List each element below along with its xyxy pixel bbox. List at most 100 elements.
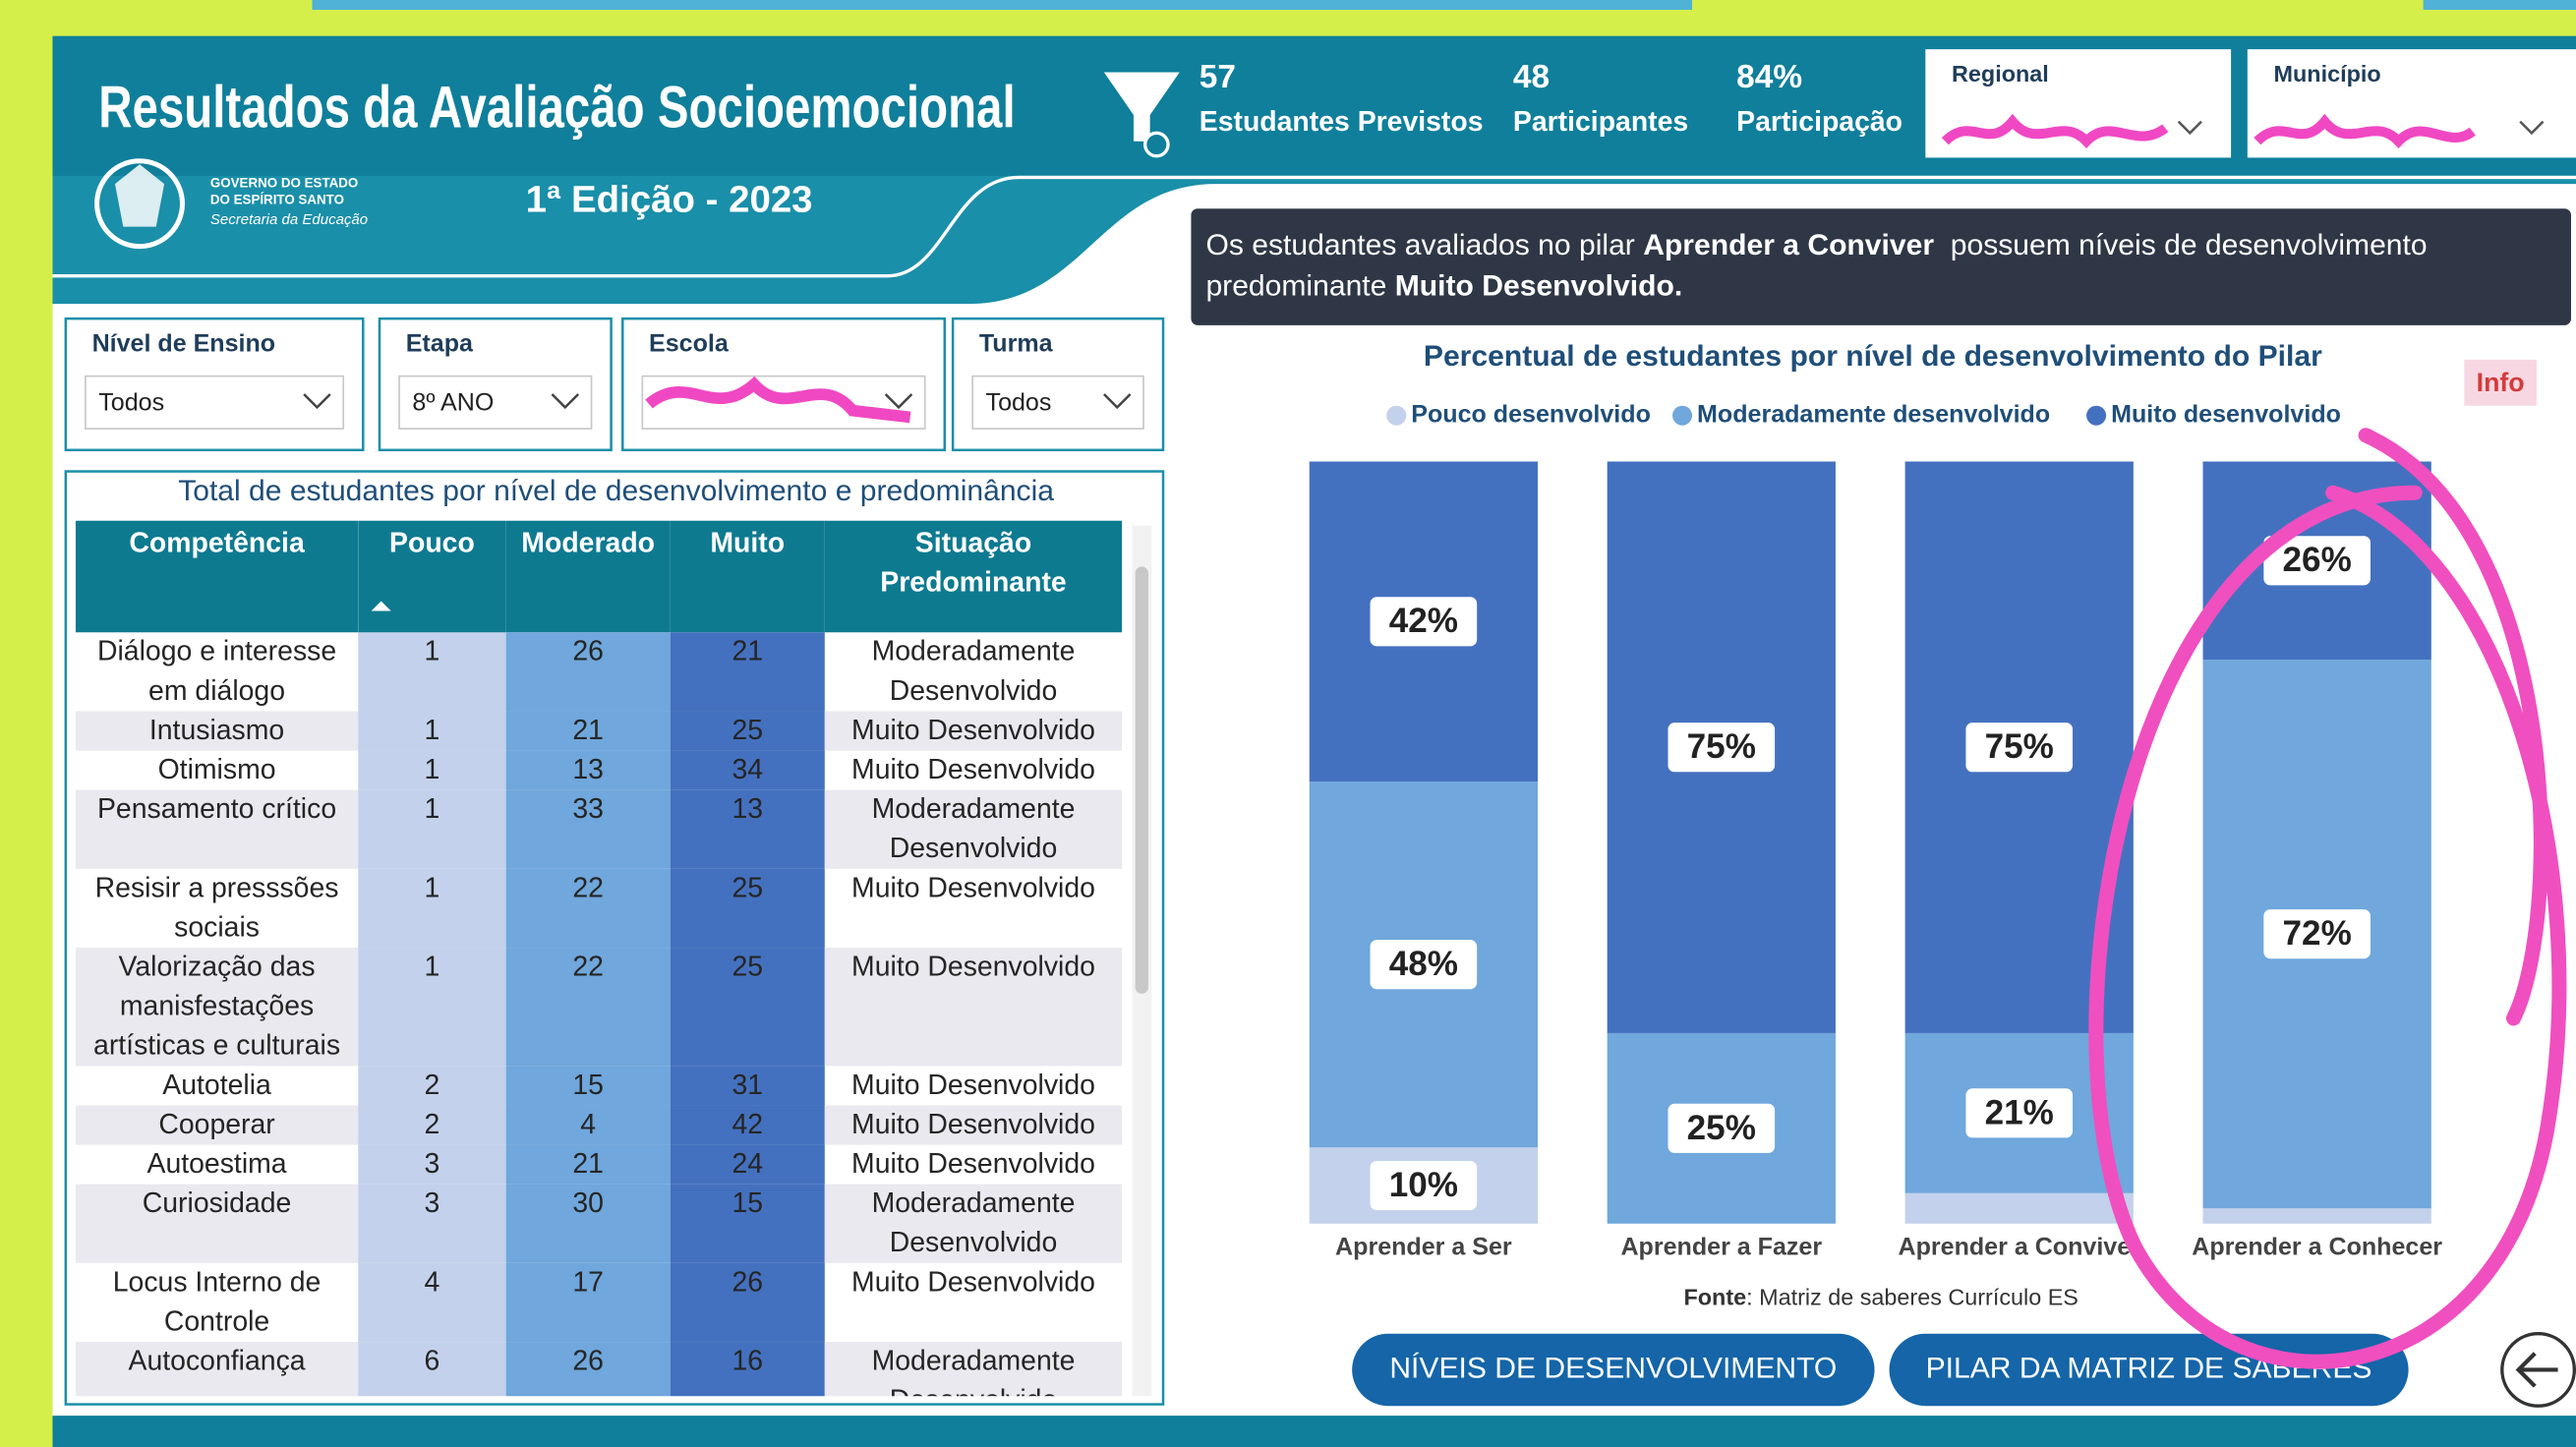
filter[interactable]: Escola [622, 318, 945, 450]
top-strip [2424, 0, 2576, 10]
legend-marker [1386, 406, 1406, 426]
scrollbar-thumb[interactable] [1136, 566, 1148, 993]
filter[interactable]: Nível de Ensino Todos [66, 318, 363, 450]
logo-text: GOVERNO DO ESTADO [210, 176, 358, 191]
table-row: Curiosidade33015Moderadamente Desenvolvi… [76, 1185, 1122, 1263]
filter-label: Escola [649, 329, 730, 357]
table-cell: 25 [671, 869, 825, 948]
table-cell: Muito Desenvolvido [825, 711, 1122, 750]
table-cell: Intusiasmo [76, 711, 358, 750]
column-header: Competência [76, 521, 358, 633]
filter-label: Etapa [406, 329, 474, 357]
logo-text: Secretaria da Educação [210, 211, 368, 228]
info-badge[interactable]: Info [2477, 368, 2525, 397]
kpi-value: 57 [1200, 59, 1236, 95]
x-tick-label: Aprender a Conhecer [2192, 1233, 2442, 1260]
table-cell: 22 [506, 869, 671, 948]
table-cell: Autotelia [76, 1066, 358, 1105]
page: Resultados da Avaliação Socioemocional 1… [0, 0, 2576, 1447]
filter-icon-badge [1145, 133, 1168, 155]
info-part: Aprender a Conviver [1643, 228, 1934, 260]
column-header: Muito [671, 521, 825, 633]
dashboard: Resultados da Avaliação Socioemocional 1… [0, 0, 2576, 1447]
table-cell: 30 [506, 1185, 671, 1263]
data-label: 48% [1389, 945, 1458, 983]
logo-text: DO ESPÍRITO SANTO [210, 192, 344, 206]
table-row: Intusiasmo12125Muito Desenvolvido [76, 711, 1122, 750]
nav-button[interactable]: NÍVEIS DE DESENVOLVIMENTO [1352, 1334, 1874, 1407]
table-cell: 15 [506, 1066, 671, 1105]
table-cell: Otimismo [76, 751, 358, 790]
data-label: 26% [2283, 541, 2352, 579]
table-cell: 3 [358, 1185, 505, 1263]
table-cell: Valorização das manisfestações artística… [76, 948, 358, 1066]
source-text: : Matriz de saberes Currículo ES [1746, 1285, 2078, 1310]
table-cell: 1 [358, 632, 505, 711]
edition: 1ª Edição - 2023 [526, 179, 813, 221]
header-row: CompetênciaPoucoModeradoMuitoSituação Pr… [76, 521, 1122, 633]
table-row: Autotelia21531Muito Desenvolvido [76, 1066, 1122, 1105]
data-label: 75% [1985, 727, 2054, 766]
table-cell: Muito Desenvolvido [825, 1145, 1122, 1185]
slicer[interactable]: Município [2248, 49, 2576, 157]
table-cell: Curiosidade [76, 1185, 358, 1263]
column-header: Pouco [358, 521, 505, 633]
table-cell: 25 [671, 948, 825, 1066]
column-header: Moderado [506, 521, 671, 633]
button-label[interactable]: NÍVEIS DE DESENVOLVIMENTO [1389, 1352, 1837, 1384]
nav-button[interactable]: PILAR DA MATRIZ DE SABERES [1890, 1334, 2409, 1407]
filter[interactable]: Turma Todos [953, 318, 1163, 450]
table-row: Resisir a presssões sociais12225Muito De… [76, 869, 1122, 948]
table-cell: Diálogo e interesse em diálogo [76, 632, 358, 711]
slicer-label: Município [2274, 61, 2381, 87]
bar-segment [1905, 1193, 2134, 1224]
data-label: 25% [1687, 1109, 1756, 1147]
filter-value: Todos [98, 389, 164, 417]
slicer[interactable]: Regional [1925, 49, 2231, 157]
x-tick-label: Aprender a Conviver [1899, 1233, 2141, 1260]
filter-label: Turma [979, 329, 1054, 357]
back-button[interactable] [2502, 1334, 2575, 1407]
info-part: Os estudantes avaliados no pilar [1205, 228, 1643, 260]
table-cell: 1 [358, 751, 505, 790]
legend-label: Muito desenvolvido [2111, 400, 2341, 428]
table-cell: 3 [358, 1145, 505, 1185]
bar-segment [2203, 1208, 2431, 1224]
table-cell: Muito Desenvolvido [825, 1105, 1122, 1144]
table-cell: 1 [358, 948, 505, 1066]
table-row: Valorização das manisfestações artística… [76, 948, 1122, 1066]
table-title: Total de estudantes por nível de desenvo… [178, 475, 1054, 507]
legend-marker [1672, 406, 1692, 426]
info-part: Muito Desenvolvido. [1395, 269, 1682, 302]
data-label: 10% [1389, 1166, 1458, 1204]
top-strip [312, 0, 1692, 10]
slicer-label: Regional [1952, 61, 2049, 87]
table-cell: 4 [358, 1263, 505, 1342]
table-cell: Muito Desenvolvido [825, 1263, 1122, 1342]
table-cell: 21 [506, 711, 671, 750]
table-cell: Autoestima [76, 1145, 358, 1185]
table-cell: 26 [506, 1342, 671, 1396]
table-cell: Moderadamente Desenvolvido [825, 632, 1122, 711]
filter-label: Nível de Ensino [92, 329, 276, 357]
table-cell: 2 [358, 1105, 505, 1144]
table-cell: 26 [506, 632, 671, 711]
data-label: 75% [1687, 727, 1756, 766]
table-cell: 26 [671, 1263, 825, 1342]
table-cell: 1 [358, 711, 505, 750]
table-cell: Muito Desenvolvido [825, 869, 1122, 948]
table-cell: 21 [671, 632, 825, 711]
table-cell: 13 [506, 751, 671, 790]
legend-label: Pouco desenvolvido [1411, 400, 1651, 428]
source-label: Fonte [1684, 1285, 1747, 1310]
table-cell: 42 [671, 1105, 825, 1144]
filter-value: Todos [986, 389, 1052, 417]
table-cell: 4 [506, 1105, 671, 1144]
